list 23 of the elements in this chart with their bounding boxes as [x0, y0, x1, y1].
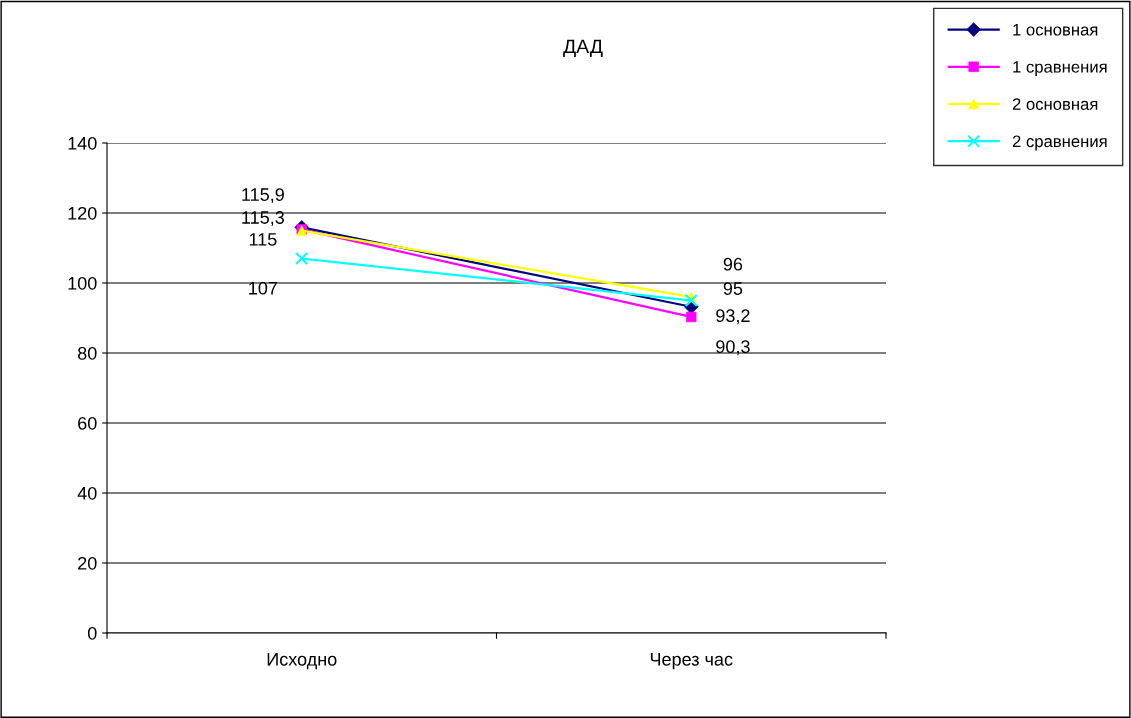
data-label: 107 [249, 281, 278, 295]
x-tick-label: Через час [650, 653, 733, 670]
data-label: 93,2 [716, 309, 750, 325]
legend-label: 2 основная [1012, 98, 1098, 110]
legend-label: 2 сравнения [1012, 135, 1107, 151]
y-tick-label: 100 [68, 276, 97, 290]
y-tick-label: 0 [87, 626, 97, 640]
data-label: 90,3 [716, 340, 750, 356]
chart-title: ДАД [563, 39, 603, 57]
y-tick-label: 20 [78, 556, 97, 570]
y-tick-label: 80 [77, 346, 97, 360]
data-label: 115,9 [242, 188, 284, 204]
data-label: 115,3 [242, 211, 284, 227]
data-label: 95 [723, 282, 743, 295]
data-label: 115 [249, 233, 277, 246]
legend-label: 1 основная [1013, 23, 1098, 36]
y-tick-label: 60 [78, 416, 97, 430]
y-tick-label: 40 [77, 486, 97, 500]
x-tick-label: Исходно [267, 653, 337, 670]
data-label: 96 [723, 257, 743, 271]
y-tick-label: 140 [68, 136, 97, 150]
legend-label: 1 сравнения [1013, 61, 1107, 77]
y-tick-label: 120 [68, 206, 97, 220]
